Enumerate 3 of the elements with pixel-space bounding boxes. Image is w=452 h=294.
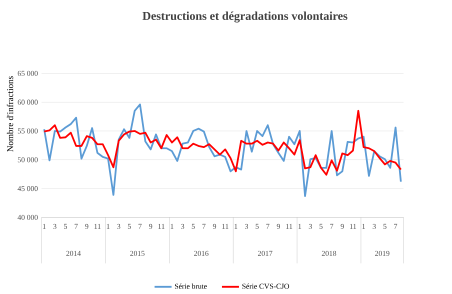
y-axis-title: Nombre d'infractions [6, 76, 14, 152]
line-series [43, 104, 402, 197]
chart-title: Destructions et dégradations volontaires [142, 11, 348, 22]
